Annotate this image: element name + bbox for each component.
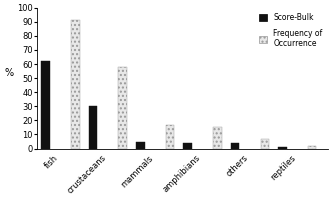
Bar <box>41 61 50 149</box>
Bar <box>213 127 222 149</box>
Bar <box>231 143 239 149</box>
Bar <box>119 67 127 149</box>
Bar <box>166 125 174 149</box>
Bar <box>89 106 97 149</box>
Y-axis label: %: % <box>4 68 13 78</box>
Bar <box>278 147 287 149</box>
Bar <box>136 142 144 149</box>
Legend: Score-Bulk, Frequency of
Occurrence: Score-Bulk, Frequency of Occurrence <box>258 11 324 50</box>
Bar <box>308 146 316 149</box>
Bar <box>261 139 269 149</box>
Bar <box>183 143 192 149</box>
Bar <box>71 20 80 149</box>
